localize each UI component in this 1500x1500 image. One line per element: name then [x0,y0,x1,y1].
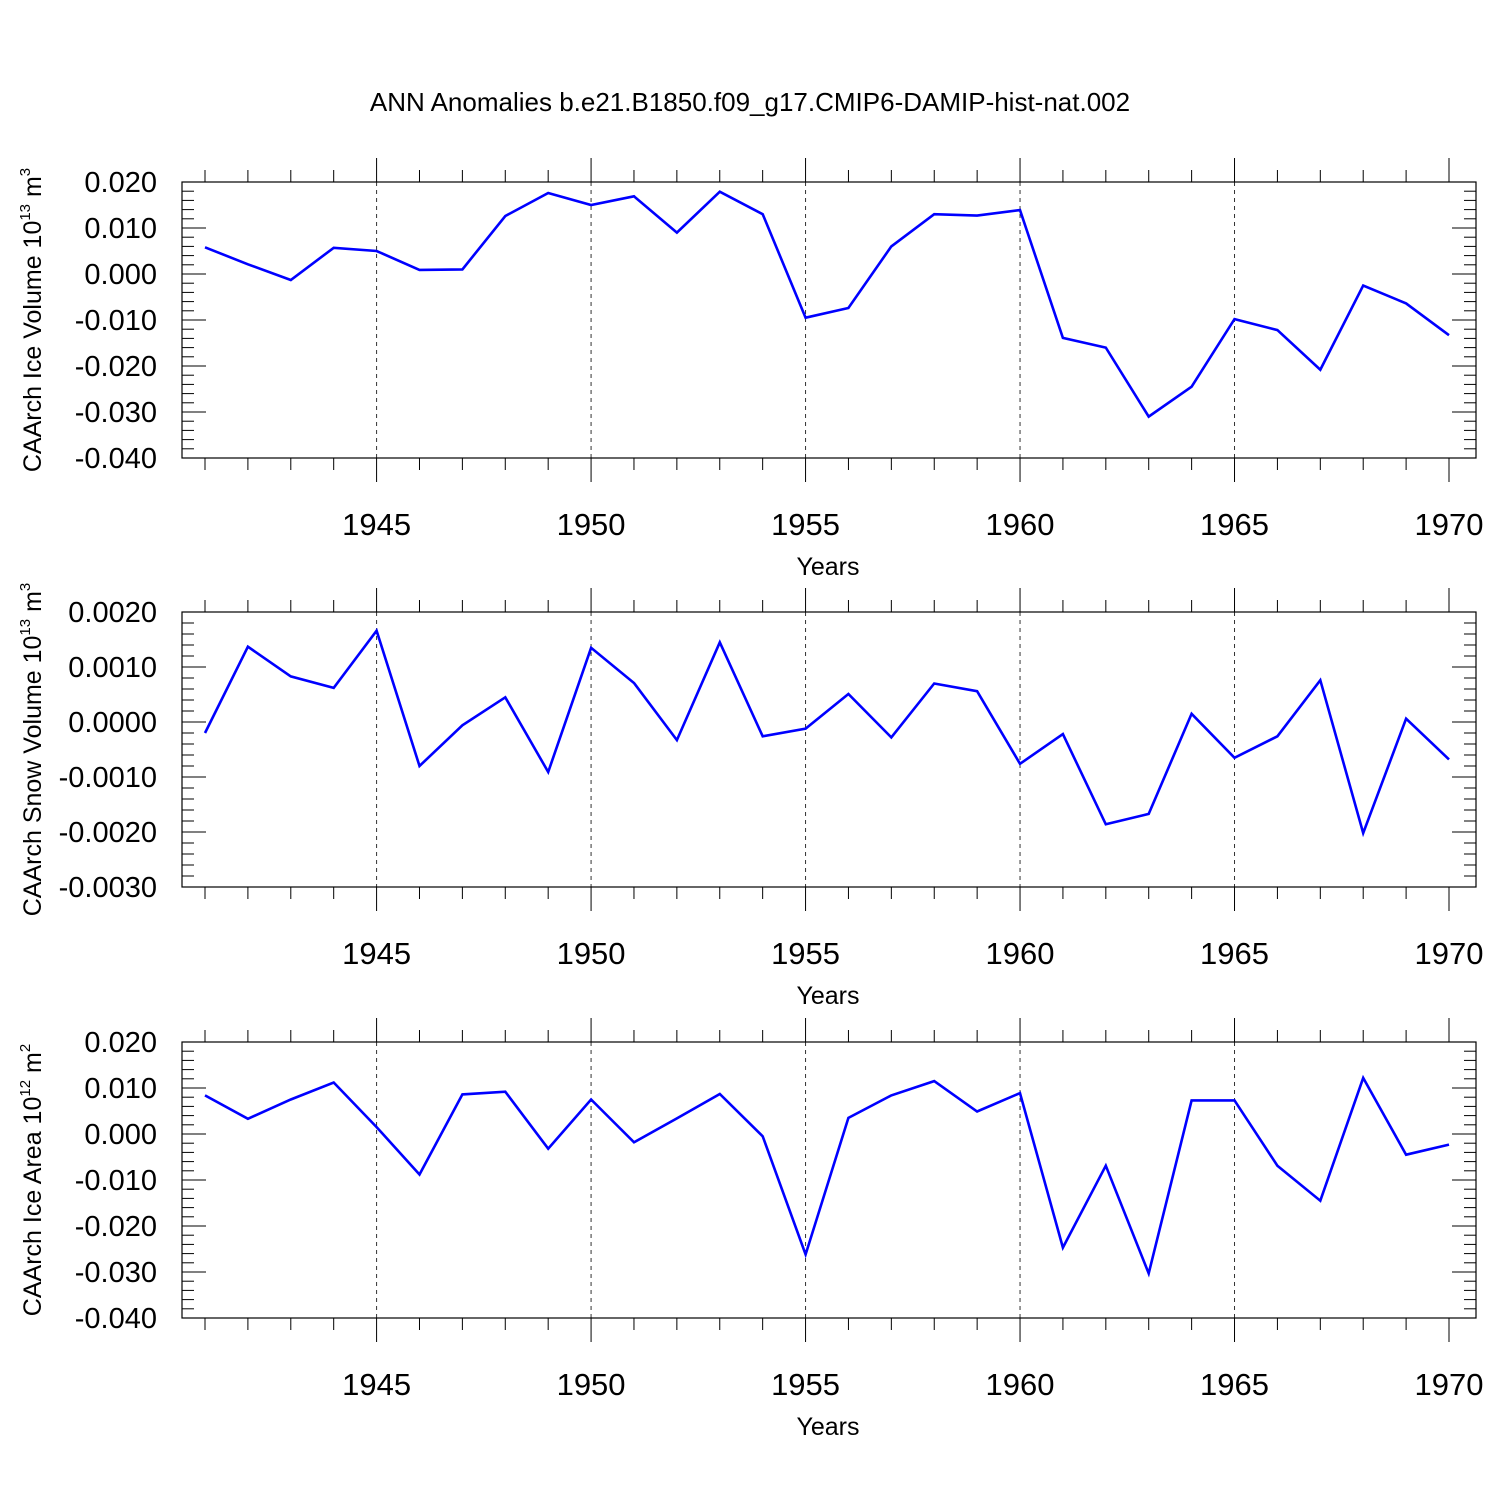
y-tick-label: -0.040 [75,443,157,475]
y-axis-label-text: CAArch Snow Volume 10 [19,636,47,917]
chart-title: ANN Anomalies b.e21.B1850.f09_g17.CMIP6-… [370,87,1130,117]
x-tick-label: 1965 [1200,507,1269,542]
y-tick-label: 0.010 [84,1073,157,1105]
y-tick-label: -0.0010 [59,762,157,794]
y-tick-label: -0.020 [75,351,157,383]
series-line [203,627,1450,838]
x-tick-label: 1970 [1415,507,1484,542]
y-tick-label: -0.030 [75,397,157,429]
chart-panel-1: 0.020 0.010 0.000 -0.010 -0.020 -0.030 -0.040 1… [17,158,1483,581]
series-line [204,190,1450,419]
x-tick-label: 1955 [771,936,840,971]
x-tick-label: 1945 [342,1367,411,1402]
x-tick-label: 1950 [557,936,626,971]
y-tick-label: 0.0010 [68,652,157,684]
y-axis-label-text: m [19,1052,47,1080]
x-tick-label: 1960 [986,936,1055,971]
y-axis-label-text: CAArch Ice Volume 10 [19,221,47,473]
plot-frame [181,611,1477,888]
x-tick-label: 1950 [557,1367,626,1402]
chart-panel-3: 0.020 0.010 0.000 -0.010 -0.020 -0.030 -0.040 1… [17,1018,1483,1441]
y-tick-label: -0.010 [75,305,157,337]
y-tick-label: 0.020 [84,1027,157,1059]
y-axis-label-superscript: 3 [17,168,34,176]
y-axis-label: CAArch Ice Volume 1013 m3 [17,168,47,472]
x-tick-label: 1960 [986,1367,1055,1402]
y-tick-label: -0.010 [75,1165,157,1197]
y-tick-label: -0.0030 [59,872,157,904]
y-axis-label: CAArch Snow Volume 1013 m3 [17,583,47,917]
x-tick-label: 1960 [986,507,1055,542]
series-line [204,1074,1450,1278]
y-axis-label-superscript: 2 [17,1044,34,1052]
x-tick-label: 1970 [1415,936,1484,971]
x-tick-label: 1955 [771,1367,840,1402]
y-axis-label-superscript: 13 [17,619,34,636]
y-tick-label: 0.0020 [68,597,157,629]
y-tick-label: -0.020 [75,1211,157,1243]
y-tick-label: 0.010 [84,213,157,245]
x-tick-label: 1970 [1415,1367,1484,1402]
y-tick-label: 0.020 [84,167,157,199]
y-tick-label: -0.0020 [59,817,157,849]
x-tick-label: 1955 [771,507,840,542]
y-axis-label-superscript: 3 [17,583,34,591]
y-axis-label-text: m [19,591,47,619]
x-tick-label: 1945 [342,936,411,971]
y-axis-label-superscript: 13 [17,204,34,221]
x-axis-label: Years [796,982,859,1010]
x-tick-label: 1965 [1200,1367,1269,1402]
y-axis-label: CAArch Ice Area 1012 m2 [17,1044,47,1316]
x-axis-label: Years [796,553,859,581]
x-tick-label: 1950 [557,507,626,542]
chart-panel-2: 0.0020 0.0010 0.0000 -0.0010 -0.0020 -0.0030 1… [17,583,1483,1010]
y-tick-label: 0.000 [84,259,157,291]
y-axis-label-text: CAArch Ice Area 10 [19,1097,47,1317]
y-tick-label: -0.030 [75,1257,157,1289]
y-axis-label-text: m [19,176,47,204]
x-tick-label: 1965 [1200,936,1269,971]
x-axis-label: Years [796,1413,859,1441]
y-tick-label: 0.000 [84,1119,157,1151]
x-tick-label: 1945 [342,507,411,542]
y-tick-label: 0.0000 [68,707,157,739]
y-axis-label-superscript: 12 [17,1080,34,1097]
y-tick-label: -0.040 [75,1303,157,1335]
